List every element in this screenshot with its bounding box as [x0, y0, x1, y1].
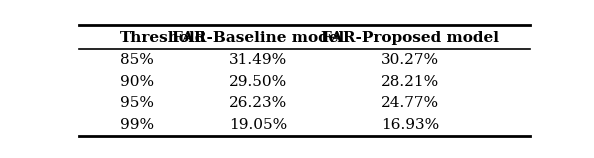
Text: 16.93%: 16.93%: [381, 118, 440, 132]
Text: 31.49%: 31.49%: [229, 53, 287, 67]
Text: 90%: 90%: [120, 75, 154, 89]
Text: 19.05%: 19.05%: [229, 118, 287, 132]
Text: FAR-Proposed model: FAR-Proposed model: [321, 31, 500, 45]
Text: 95%: 95%: [120, 96, 154, 110]
Text: 28.21%: 28.21%: [381, 75, 440, 89]
Text: Threshold: Threshold: [120, 31, 207, 45]
Text: 30.27%: 30.27%: [381, 53, 440, 67]
Text: FAR-Baseline model: FAR-Baseline model: [172, 31, 345, 45]
Text: 26.23%: 26.23%: [229, 96, 287, 110]
Text: 99%: 99%: [120, 118, 154, 132]
Text: 24.77%: 24.77%: [381, 96, 440, 110]
Text: 85%: 85%: [120, 53, 154, 67]
Text: 29.50%: 29.50%: [229, 75, 287, 89]
